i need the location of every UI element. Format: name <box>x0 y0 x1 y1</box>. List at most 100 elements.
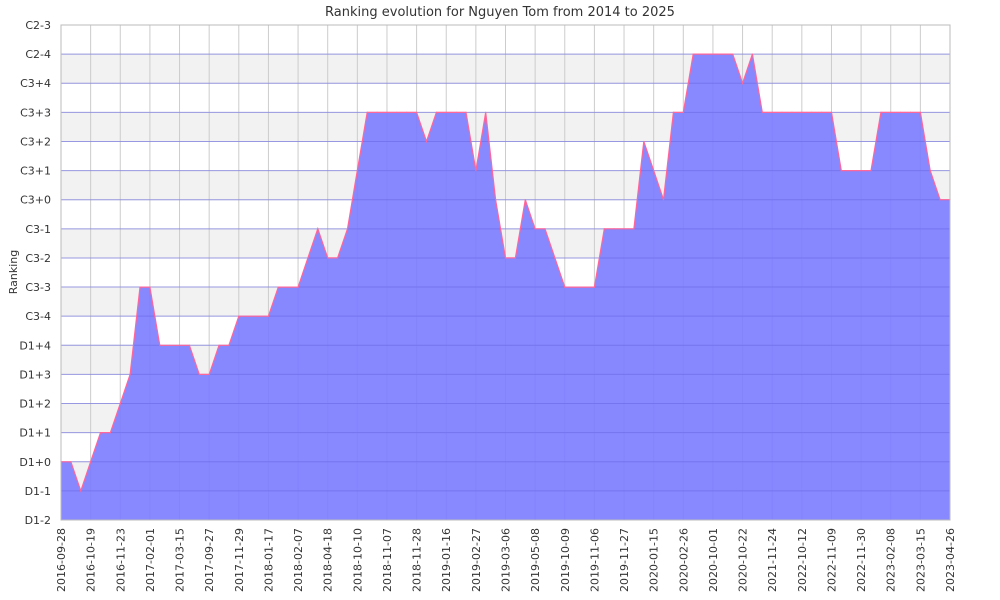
data-point <box>791 111 793 113</box>
data-point <box>198 373 200 375</box>
data-point <box>504 257 507 259</box>
data-point <box>850 170 852 172</box>
x-axis: 2016-09-28 2016-10-19 2016-11-23 2017-02-01… <box>55 528 957 592</box>
data-point <box>682 111 684 113</box>
x-tick-label: 2017-11-29 <box>233 528 246 592</box>
x-tick-label: 2020-10-01 <box>707 528 720 592</box>
data-point <box>376 111 378 113</box>
data-point <box>455 111 457 113</box>
data-point <box>919 111 922 113</box>
data-point <box>880 111 882 113</box>
data-point <box>692 53 694 55</box>
y-tick-label: C3+3 <box>20 106 51 119</box>
y-tick-label: D1-1 <box>25 485 51 498</box>
x-tick-label: 2018-02-07 <box>292 528 305 592</box>
y-tick-label: C2-4 <box>25 48 51 61</box>
x-tick-label: 2020-01-15 <box>648 528 661 592</box>
data-point <box>613 228 615 230</box>
data-point <box>830 111 833 113</box>
data-point <box>534 228 536 230</box>
data-point <box>267 315 269 317</box>
data-point <box>277 286 279 288</box>
data-point <box>416 111 418 113</box>
data-point <box>643 140 645 143</box>
data-point <box>544 228 546 230</box>
y-tick-label: C3-1 <box>25 223 51 236</box>
data-point <box>811 111 813 113</box>
x-tick-label: 2019-01-16 <box>440 528 453 592</box>
data-point <box>80 490 82 492</box>
data-point <box>129 373 131 375</box>
x-tick-label: 2018-10-10 <box>351 528 364 592</box>
data-point <box>890 111 892 113</box>
x-tick-label: 2019-02-27 <box>470 528 483 592</box>
data-point <box>840 170 842 172</box>
data-point <box>386 111 388 113</box>
x-tick-label: 2022-11-09 <box>825 528 838 592</box>
data-point <box>929 170 931 172</box>
data-point <box>574 286 576 288</box>
data-point <box>99 432 102 434</box>
data-point <box>771 111 773 113</box>
y-tick-label: D1-2 <box>25 514 51 527</box>
data-point <box>662 199 665 201</box>
data-point <box>258 315 260 317</box>
x-tick-label: 2023-03-15 <box>914 528 927 592</box>
data-point <box>297 286 299 288</box>
data-point <box>435 111 437 113</box>
data-point <box>366 111 368 113</box>
data-point <box>712 53 714 55</box>
x-tick-label: 2019-05-08 <box>529 528 542 592</box>
data-point <box>761 111 763 113</box>
data-point <box>939 199 941 201</box>
x-tick-label: 2017-03-15 <box>174 528 187 592</box>
data-point <box>218 344 220 346</box>
data-series <box>60 24 951 521</box>
data-point <box>70 461 72 463</box>
y-tick-label: C3+4 <box>20 77 51 90</box>
y-tick-label: D1+2 <box>19 398 51 411</box>
data-point <box>149 286 151 288</box>
data-point <box>228 344 230 346</box>
x-tick-label: 2019-11-06 <box>588 528 601 592</box>
data-point <box>465 111 467 113</box>
data-point <box>188 344 190 346</box>
x-tick-label: 2018-11-07 <box>381 528 394 592</box>
y-tick-label: C3-4 <box>25 310 51 323</box>
data-point <box>169 344 171 346</box>
x-tick-label: 2020-02-26 <box>677 528 690 592</box>
data-point <box>672 111 675 113</box>
x-tick-label: 2018-11-28 <box>411 528 424 592</box>
y-tick-label: C3+1 <box>20 165 51 178</box>
data-point <box>909 111 912 113</box>
data-point <box>583 286 586 288</box>
data-point <box>732 53 734 55</box>
y-tick-label: C2-3 <box>25 19 51 32</box>
x-tick-label: 2016-11-23 <box>114 528 127 592</box>
data-point <box>356 170 358 172</box>
y-axis: D1-2 D1-1 D1+0 D1+1 D1+2 D1+3 D1+4 C3-4 C3-3 C3-2… <box>19 19 51 527</box>
data-point <box>593 286 596 288</box>
data-point <box>425 140 428 143</box>
data-point <box>751 53 754 55</box>
x-tick-label: 2018-01-17 <box>262 528 275 592</box>
y-tick-label: D1+3 <box>19 368 51 381</box>
data-point <box>495 199 497 201</box>
x-tick-label: 2022-10-12 <box>796 528 809 592</box>
y-tick-label: D1+1 <box>19 427 51 440</box>
data-point <box>248 315 250 317</box>
data-point <box>208 373 210 375</box>
data-point <box>722 53 724 55</box>
x-tick-label: 2018-04-18 <box>322 528 335 592</box>
data-point <box>554 257 556 259</box>
x-tick-label: 2020-10-22 <box>737 528 750 592</box>
data-point <box>475 170 477 172</box>
data-point <box>406 111 408 113</box>
chart-title: Ranking evolution for Nguyen Tom from 20… <box>325 5 675 20</box>
data-point <box>159 344 161 346</box>
y-tick-label: C3+0 <box>20 194 51 207</box>
data-point <box>801 111 803 113</box>
data-point <box>781 111 783 113</box>
data-point <box>821 111 823 113</box>
